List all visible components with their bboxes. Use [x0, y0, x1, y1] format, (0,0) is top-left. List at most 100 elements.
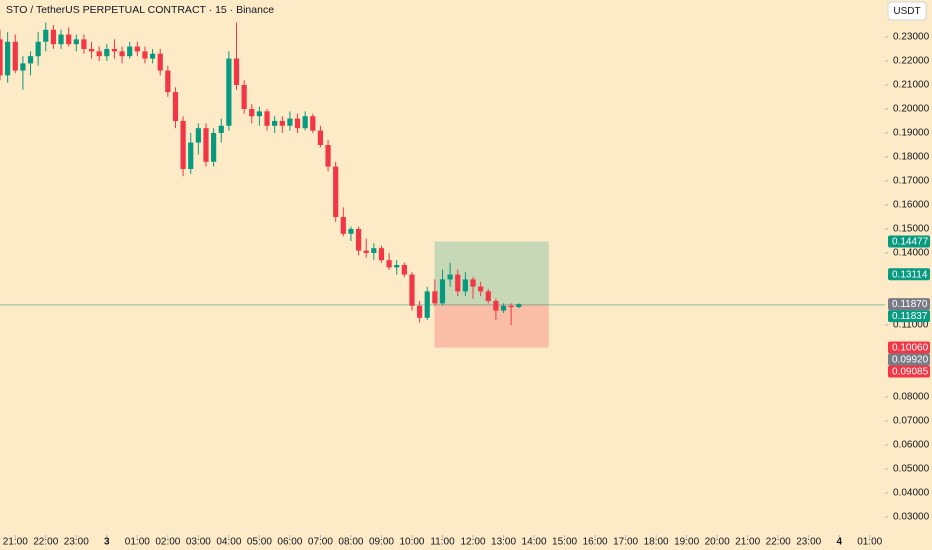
- y-tick-label: 0.18000: [893, 152, 930, 163]
- currency-label[interactable]: USDT: [893, 6, 920, 17]
- candle-body: [363, 250, 369, 253]
- candle-body: [455, 274, 461, 292]
- candle-body: [500, 305, 507, 311]
- candle-body: [0, 39, 3, 76]
- candle-body: [50, 29, 57, 45]
- x-tick-label: 06:00: [277, 537, 302, 548]
- currency-button[interactable]: [887, 1, 927, 21]
- candle-body: [302, 116, 308, 129]
- y-tick-label: 0.17000: [893, 176, 930, 187]
- candle-body: [12, 41, 18, 71]
- chart-title: STO / TetherUS PERPETUAL CONTRACT · 15 ·…: [6, 4, 274, 16]
- candle-body: [516, 304, 522, 307]
- candle-body: [35, 41, 41, 57]
- x-tick-label: 01:00: [125, 537, 150, 548]
- x-tick-label: 16:00: [583, 537, 608, 548]
- candle-body: [325, 144, 331, 167]
- price-label: 0.10060: [892, 343, 929, 354]
- price-label: 0.09920: [892, 355, 929, 366]
- y-tick-label: 0.21000: [893, 80, 930, 91]
- candle-body: [378, 248, 385, 261]
- candle-body: [371, 248, 377, 253]
- candle-body: [127, 46, 133, 57]
- x-tick-label: 11:00: [430, 537, 455, 548]
- x-tick-label: 05:00: [247, 537, 272, 548]
- target-zone: [434, 241, 549, 305]
- x-tick-label: 08:00: [338, 537, 363, 548]
- candle-body: [294, 118, 301, 129]
- y-tick-label: 0.08000: [893, 392, 930, 403]
- candle-body: [211, 132, 217, 162]
- candle-body: [439, 279, 446, 304]
- y-tick-label: 0.05000: [893, 464, 930, 475]
- candle-body: [462, 279, 468, 292]
- y-tick-label: 0.23000: [893, 32, 930, 43]
- candle-body: [5, 41, 11, 76]
- y-tick-label: 0.06000: [893, 440, 930, 451]
- candle-body: [203, 128, 209, 162]
- x-tick-label: 22:00: [33, 537, 58, 548]
- candle-body: [424, 291, 430, 318]
- x-tick-label: 12:00: [461, 537, 486, 548]
- candle-body: [165, 70, 171, 93]
- candle-body: [340, 216, 346, 234]
- candle-body: [119, 51, 125, 57]
- x-tick-label: 3: [104, 537, 110, 548]
- y-tick-label: 0.03000: [893, 512, 930, 523]
- x-tick-label: 21:00: [735, 537, 760, 548]
- candle-body: [249, 108, 255, 117]
- candle-body: [142, 51, 148, 59]
- candle-body: [348, 228, 354, 234]
- price-label: 0.14477: [892, 237, 929, 248]
- x-tick-label: 14:00: [522, 537, 547, 548]
- candle-body: [73, 39, 79, 45]
- candle-body: [81, 39, 87, 49]
- candle-body: [287, 118, 293, 126]
- x-tick-label: 4: [836, 537, 842, 548]
- candle-body: [88, 48, 95, 52]
- candle-body: [218, 125, 224, 133]
- x-tick-label: 20:00: [705, 537, 730, 548]
- price-label-box: [888, 298, 930, 311]
- candle-body: [241, 84, 247, 109]
- x-tick-label: 23:00: [64, 537, 89, 548]
- price-label: 0.09085: [892, 367, 929, 378]
- price-label: 0.11837: [892, 311, 928, 322]
- y-tick-label: 0.19000: [893, 128, 930, 139]
- x-tick-label: 07:00: [308, 537, 333, 548]
- x-tick-label: 23:00: [796, 537, 821, 548]
- candle-body: [43, 29, 49, 42]
- candle-body: [508, 305, 514, 307]
- candle-body: [355, 228, 362, 251]
- candle-body: [394, 264, 400, 268]
- candle-body: [470, 279, 476, 287]
- price-label-box: [888, 310, 930, 323]
- candle-body: [226, 58, 232, 126]
- candle-body: [96, 51, 102, 57]
- price-label-box: [888, 353, 930, 366]
- y-tick-label: 0.15000: [893, 224, 930, 235]
- x-tick-label: 02:00: [155, 537, 180, 548]
- y-tick-label: 0.14000: [893, 248, 930, 259]
- y-tick-label: 0.22000: [893, 56, 930, 67]
- y-tick-label: 0.11000: [893, 320, 929, 331]
- price-label-box: [888, 235, 930, 248]
- price-label-box: [888, 268, 930, 281]
- candle-body: [104, 48, 110, 57]
- price-label: 0.11870: [892, 299, 928, 310]
- price-label: 0.13114: [892, 269, 928, 280]
- x-tick-label: 17:00: [613, 537, 638, 548]
- candle-body: [417, 305, 423, 318]
- candle-body: [195, 128, 201, 143]
- plot-layer: [0, 22, 885, 348]
- x-tick-label: 01:00: [857, 537, 882, 548]
- candle-body: [409, 274, 415, 306]
- candle-body: [256, 111, 262, 117]
- candle-body: [272, 120, 278, 126]
- y-tick-label: 0.07000: [893, 416, 930, 427]
- candle-body: [180, 120, 186, 169]
- x-tick-label: 09:00: [369, 537, 394, 548]
- candle-body: [157, 53, 163, 71]
- x-tick-label: 18:00: [644, 537, 669, 548]
- y-tick-label: 0.16000: [893, 200, 930, 211]
